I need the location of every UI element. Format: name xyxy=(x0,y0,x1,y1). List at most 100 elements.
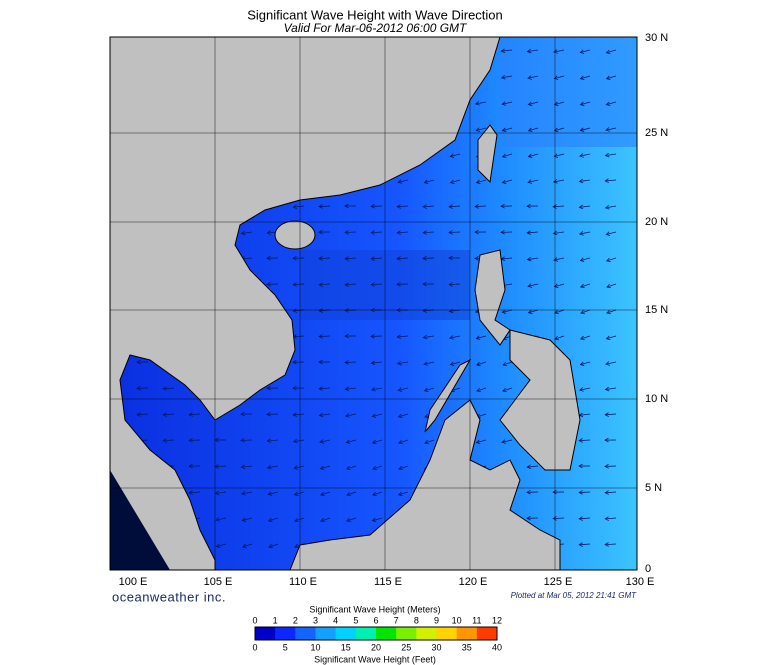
wave-arrow xyxy=(501,101,513,106)
colorbar-swatch xyxy=(456,627,478,640)
wave-arrow xyxy=(215,543,227,548)
wave-arrow xyxy=(240,438,253,443)
feet-tick-label: 25 xyxy=(401,642,411,652)
wave-arrow xyxy=(578,463,591,469)
wave-arrow xyxy=(370,360,383,366)
wave-arrow xyxy=(526,203,539,209)
wave-arrow xyxy=(475,361,487,367)
wave-arrow xyxy=(396,230,409,235)
wave-arrow xyxy=(344,256,357,261)
wave-arrow xyxy=(475,439,487,444)
wave-arrow xyxy=(423,387,435,393)
wave-arrow xyxy=(292,255,305,261)
wave-arrow xyxy=(604,152,617,158)
wave-arrow xyxy=(240,464,253,470)
wave-arrow xyxy=(396,360,409,366)
lat-label: 15 N xyxy=(645,304,668,316)
meter-tick-label: 6 xyxy=(373,615,378,625)
lat-label: 10 N xyxy=(645,393,668,405)
wave-arrow xyxy=(346,491,357,497)
colorbar-swatch xyxy=(355,627,377,640)
wave-arrow xyxy=(526,489,539,495)
wave-arrow xyxy=(579,75,591,81)
lon-label: 115 E xyxy=(374,576,402,588)
wave-arrow xyxy=(578,438,591,443)
wave-arrow xyxy=(320,517,331,523)
lat-label: 5 N xyxy=(645,482,662,494)
wave-arrow xyxy=(604,178,617,183)
wave-arrow xyxy=(318,386,331,391)
wave-arrow xyxy=(527,75,539,80)
wave-arrow xyxy=(526,230,539,235)
wave-arrow xyxy=(423,179,435,184)
wave-arrow xyxy=(188,438,201,443)
wave-arrow xyxy=(266,281,279,287)
wave-arrow xyxy=(604,490,617,495)
wave-arrow xyxy=(580,309,591,315)
wave-arrow xyxy=(500,75,513,80)
wave-arrow xyxy=(422,204,435,209)
wave-arrow xyxy=(423,361,435,366)
wave-arrow xyxy=(500,203,513,209)
wave-arrow xyxy=(318,334,331,339)
wave-arrow xyxy=(370,282,383,287)
wave-arrow xyxy=(553,153,565,158)
lon-labels: 100 E 105 E 110 E 115 E 120 E 125 E 130 … xyxy=(119,576,655,588)
lon-label: 110 E xyxy=(289,576,317,588)
wave-arrow xyxy=(370,256,383,261)
wave-arrow xyxy=(527,309,539,315)
wave-arrow xyxy=(422,281,435,287)
wave-arrow xyxy=(449,361,461,366)
lon-label: 130 E xyxy=(626,576,655,588)
wave-arrow xyxy=(579,153,591,158)
feet-tick-label: 10 xyxy=(310,642,320,652)
wave-arrow xyxy=(318,256,331,261)
wave-arrow xyxy=(474,101,487,106)
feet-tick-label: 40 xyxy=(492,642,502,652)
wave-arrow xyxy=(188,490,201,495)
feet-tick-label: 15 xyxy=(341,642,351,652)
wave-arrow xyxy=(579,127,591,132)
wave-arrow xyxy=(578,178,591,184)
wave-arrow xyxy=(578,542,591,547)
wave-arrow xyxy=(526,48,539,54)
wave-arrow xyxy=(318,359,331,365)
colorbar-swatch xyxy=(335,627,357,640)
wave-arrow xyxy=(578,231,591,236)
wave-arrow xyxy=(579,101,591,107)
wave-arrow xyxy=(579,49,591,54)
wave-arrow xyxy=(579,387,591,392)
wave-arrow xyxy=(552,179,565,184)
wave-arrow xyxy=(344,203,357,209)
wave-arrow xyxy=(398,439,409,445)
wave-arrow xyxy=(606,309,617,315)
wave-arrow xyxy=(345,517,357,523)
wave-arrow xyxy=(370,230,383,235)
wave-arrow xyxy=(579,257,591,262)
wave-arrow xyxy=(319,465,331,470)
lat-labels: 30 N 25 N 20 N 15 N 10 N 5 N 0 xyxy=(645,32,668,575)
wave-arrow xyxy=(604,412,617,417)
subtitle: Valid For Mar-06-2012 06:00 GMT xyxy=(284,21,468,35)
wave-arrow xyxy=(605,127,617,132)
wave-arrow xyxy=(292,282,305,287)
colorbar-title: Significant Wave Height (Feet) xyxy=(314,654,436,664)
wave-arrow xyxy=(501,439,513,444)
sumatra xyxy=(110,470,170,570)
wave-arrow xyxy=(240,230,253,236)
colorbar-swatch xyxy=(295,627,316,640)
meter-tick-label: 7 xyxy=(394,615,399,625)
hainan xyxy=(274,220,316,250)
wave-arrow xyxy=(266,411,279,417)
wave-arrow xyxy=(396,334,409,339)
wave-arrow xyxy=(266,385,279,391)
wave-arrow xyxy=(240,411,253,417)
wave-arrow xyxy=(318,229,331,235)
colorbar-frame xyxy=(254,626,498,641)
wave-arrow xyxy=(345,439,357,444)
feet-tick-label: 20 xyxy=(371,642,381,652)
wave-arrow xyxy=(579,283,591,289)
feet-tick-label: 0 xyxy=(252,642,257,652)
wave-arrow xyxy=(292,412,305,417)
wave-arrow xyxy=(371,413,383,418)
